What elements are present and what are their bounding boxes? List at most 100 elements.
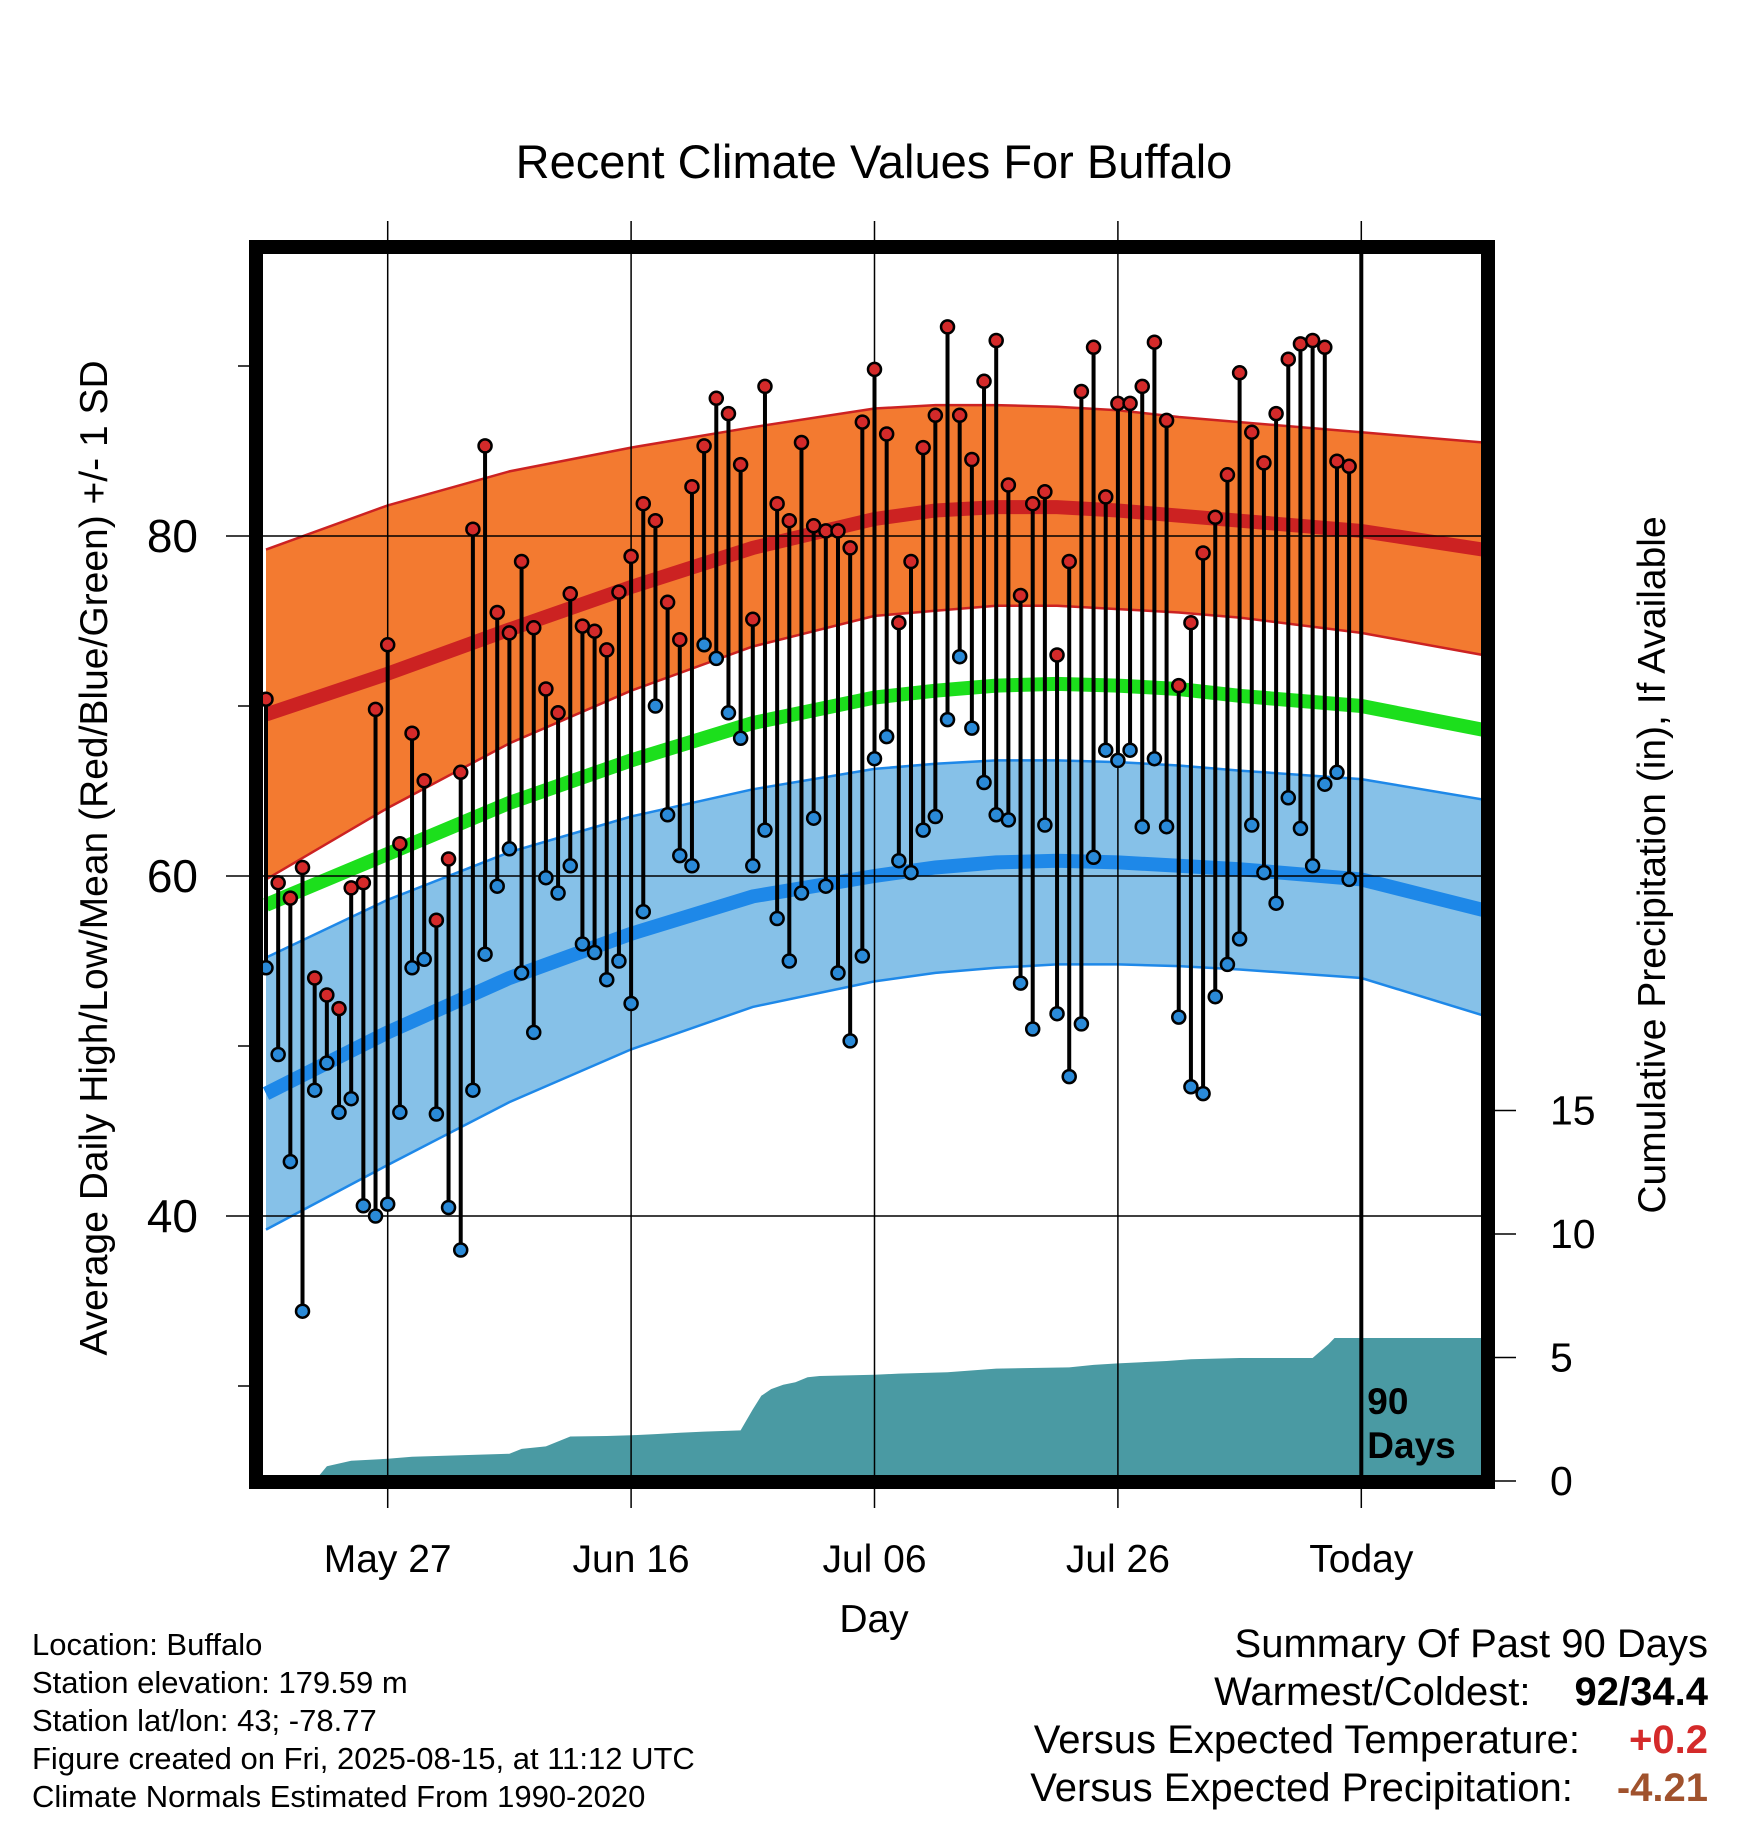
elevation-text: Station elevation: 179.59 m xyxy=(32,1665,408,1700)
obs-low-point xyxy=(562,858,578,874)
today-days-label: 90 Days xyxy=(1367,1381,1455,1466)
obs-high-point xyxy=(1012,587,1029,604)
obs-high-point xyxy=(781,512,798,529)
station-info: Location: Buffalo Station elevation: 179… xyxy=(32,1626,695,1816)
obs-high-point xyxy=(440,851,457,867)
y-tick-label-right: 15 xyxy=(1550,1088,1596,1134)
obs-low-point xyxy=(1195,1085,1211,1102)
obs-low-point xyxy=(1268,895,1284,911)
plot-area: 90 Days xyxy=(262,253,1482,1476)
y-tick-label-left: 60 xyxy=(147,850,198,902)
obs-low-point xyxy=(1329,764,1345,781)
obs-high-point xyxy=(1304,332,1321,349)
obs-high-point xyxy=(793,434,810,451)
obs-high-point xyxy=(586,623,603,639)
obs-low-point xyxy=(951,648,968,665)
obs-low-point xyxy=(672,847,688,864)
obs-low-point xyxy=(331,1104,347,1121)
obs-high-point xyxy=(404,725,420,741)
obs-high-point xyxy=(452,764,469,781)
high-sd-band xyxy=(266,405,1482,880)
obs-low-point xyxy=(684,858,700,874)
obs-high-point xyxy=(1195,545,1211,561)
low-normal-line xyxy=(262,853,1482,1100)
temp-anomaly-row: Versus Expected Temperature: +0.2 xyxy=(1030,1716,1708,1764)
y-tick-label-right: 10 xyxy=(1550,1211,1596,1257)
y-tick-label-left: 40 xyxy=(147,1190,198,1242)
y-axis-left-label: Average Daily High/Low/Mean (Red/Blue/Gr… xyxy=(73,360,116,1355)
obs-high-point xyxy=(562,586,578,602)
obs-low-point xyxy=(769,910,785,927)
obs-low-point xyxy=(623,995,639,1012)
obs-low-point xyxy=(1292,820,1309,837)
obs-low-point xyxy=(586,944,603,961)
obs-low-point xyxy=(1085,849,1102,866)
location-text: Location: Buffalo xyxy=(32,1627,263,1662)
obs-low-point xyxy=(1219,956,1236,973)
obs-low-point xyxy=(574,936,591,952)
obs-low-point xyxy=(878,728,895,745)
mean-normal-line xyxy=(263,676,1482,912)
warmest-coldest-value: 92/34.4 xyxy=(1574,1670,1708,1714)
obs-low-point xyxy=(428,1106,445,1122)
obs-high-point xyxy=(525,620,542,636)
obs-high-point xyxy=(1122,395,1138,412)
x-tick-label: May 27 xyxy=(324,1538,452,1581)
obs-high-point xyxy=(903,553,919,570)
obs-high-point xyxy=(745,611,761,628)
obs-high-point xyxy=(1183,614,1199,631)
obs-low-point xyxy=(343,1090,359,1107)
obs-low-point xyxy=(1061,1068,1077,1085)
warmest-coldest-label: Warmest/Coldest: xyxy=(1214,1670,1531,1714)
obs-low-point xyxy=(720,705,737,721)
obs-low-point xyxy=(732,730,749,747)
obs-low-point xyxy=(525,1024,542,1041)
obs-high-point xyxy=(891,614,907,631)
plot-clip-group: 90 Days xyxy=(262,253,1482,1476)
x-tick-label: Jun 16 xyxy=(573,1538,690,1581)
today-days-label-line: Days xyxy=(1367,1425,1455,1466)
plot-frame xyxy=(249,240,1495,1489)
obs-high-point xyxy=(1061,553,1077,570)
obs-high-point xyxy=(489,604,505,621)
obs-high-point xyxy=(1207,509,1224,526)
obs-high-point xyxy=(1171,677,1187,694)
obs-low-point xyxy=(501,841,518,857)
obs-low-point xyxy=(513,965,530,981)
obs-low-point xyxy=(854,948,871,964)
x-tick-label: Jul 06 xyxy=(822,1538,926,1581)
obs-low-point xyxy=(708,650,725,667)
summary-title: Summary Of Past 90 Days xyxy=(1234,1622,1708,1666)
precip-anomaly-label: Versus Expected Precipitation: xyxy=(1030,1766,1573,1810)
obs-low-point xyxy=(489,878,505,894)
obs-low-point xyxy=(1317,776,1333,792)
obs-low-point xyxy=(818,878,834,894)
obs-high-point xyxy=(757,378,773,395)
obs-high-point xyxy=(270,875,286,891)
obs-low-point xyxy=(1280,790,1297,806)
obs-low-point xyxy=(1146,750,1163,767)
precip-anomaly-row: Versus Expected Precipitation: -4.21 xyxy=(1030,1764,1708,1812)
obs-high-point xyxy=(769,495,785,512)
latlon-text: Station lat/lon: 43; -78.77 xyxy=(32,1703,377,1738)
obs-low-point xyxy=(1256,864,1272,881)
obs-high-point xyxy=(1219,467,1236,483)
obs-low-point xyxy=(745,858,761,874)
obs-high-point xyxy=(866,361,883,378)
obs-low-point xyxy=(927,808,944,825)
obs-high-point xyxy=(294,859,311,876)
normals-text: Climate Normals Estimated From 1990-2020 xyxy=(32,1779,646,1814)
obs-low-point xyxy=(599,971,615,988)
obs-high-point xyxy=(1341,458,1357,475)
obs-high-point xyxy=(355,875,372,891)
obs-high-point xyxy=(392,835,408,852)
warmest-coldest-row: Warmest/Coldest: 92/34.4 xyxy=(1030,1668,1708,1716)
obs-low-point xyxy=(647,698,664,714)
obs-high-point xyxy=(1037,484,1053,500)
obs-high-point xyxy=(1158,412,1175,429)
obs-low-point xyxy=(1304,858,1321,874)
obs-high-point xyxy=(1097,489,1114,505)
obs-low-point xyxy=(282,1153,299,1170)
obs-high-point xyxy=(1256,455,1272,471)
